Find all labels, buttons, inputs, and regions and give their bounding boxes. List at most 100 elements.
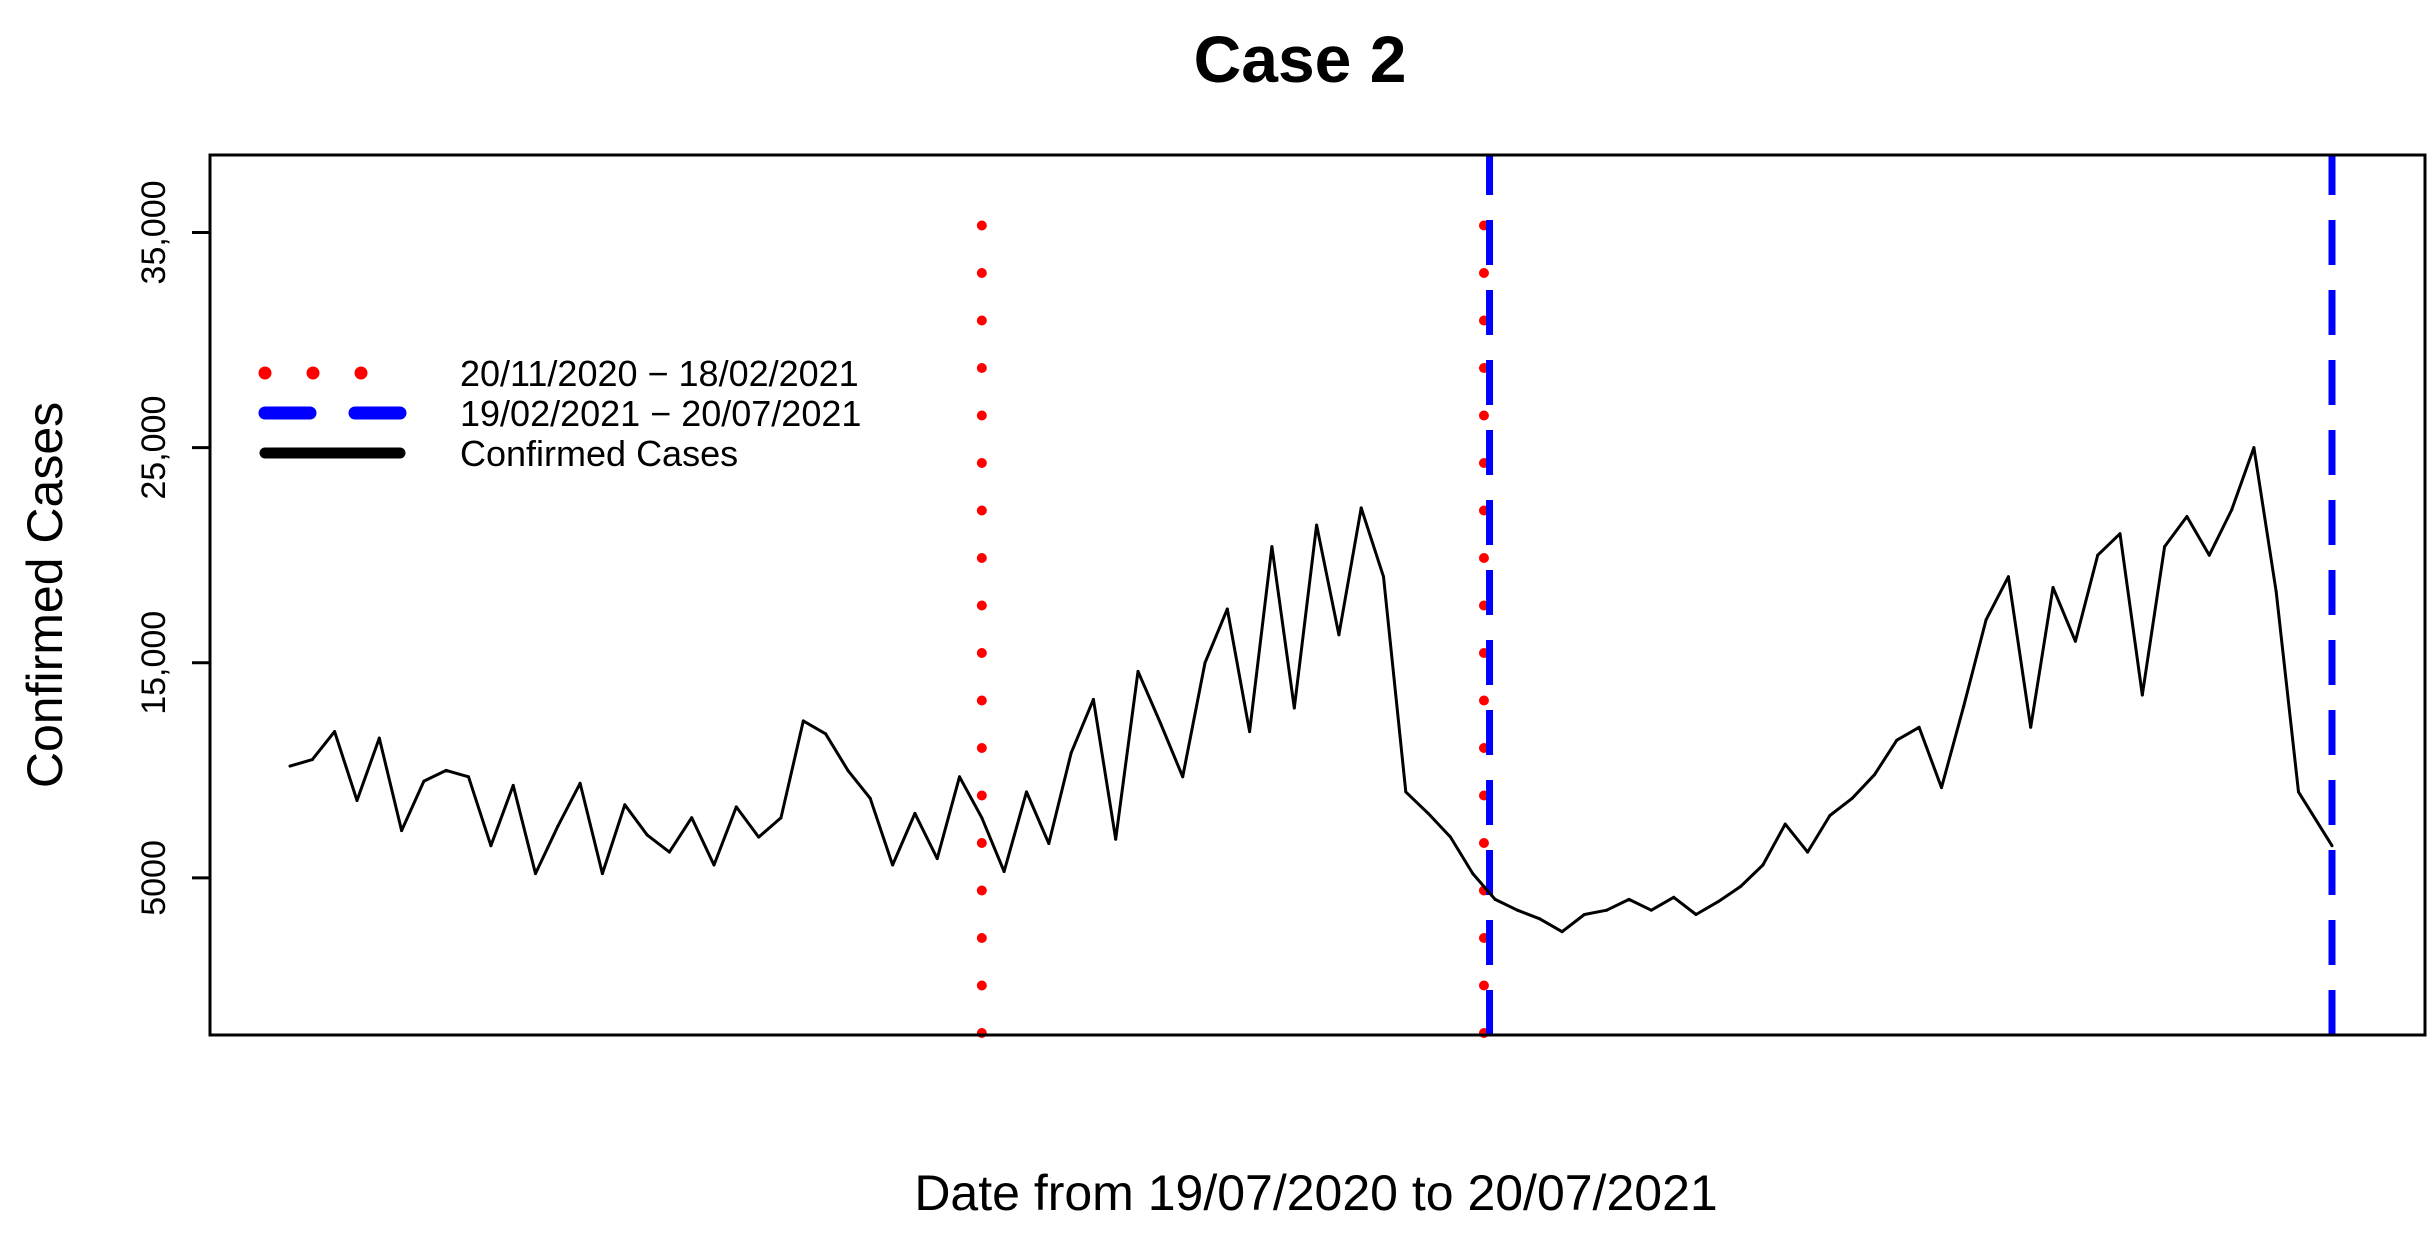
data-point — [1850, 796, 1854, 800]
data-point — [1136, 669, 1140, 673]
data-point — [2118, 532, 2122, 536]
data-point — [1248, 730, 1252, 734]
data-point — [2252, 446, 2256, 450]
plot-frame — [208, 153, 2427, 1037]
data-point — [1560, 930, 1564, 934]
legend-item-period-2: 19/02/2021 − 20/07/2021 — [258, 393, 861, 434]
data-point — [2185, 515, 2189, 518]
data-point — [2207, 553, 2211, 557]
data-point — [824, 732, 828, 736]
data-point — [1002, 870, 1006, 873]
data-point — [1404, 790, 1408, 794]
data-point — [779, 816, 783, 820]
legend-label-period-2: 19/02/2021 − 20/07/2021 — [460, 393, 861, 434]
data-point — [1493, 897, 1497, 901]
data-point — [489, 844, 493, 848]
data-point — [556, 824, 560, 828]
data-point — [2096, 553, 2100, 557]
legend-label-period-1: 20/11/2020 − 18/02/2021 — [460, 353, 859, 394]
data-point — [2073, 639, 2077, 643]
data-point — [1761, 863, 1765, 867]
data-point — [511, 783, 515, 787]
data-point — [422, 779, 426, 783]
data-point — [1582, 913, 1586, 916]
data-point — [2163, 545, 2167, 549]
data-point — [444, 768, 448, 772]
data-point — [1426, 811, 1430, 815]
data-point — [2006, 575, 2010, 579]
data-point — [623, 803, 627, 807]
data-point — [1940, 786, 1943, 790]
y-tick-label: 15,000 — [135, 611, 173, 715]
data-point — [1292, 706, 1296, 710]
data-point — [1962, 704, 1966, 708]
data-point — [400, 829, 404, 833]
data-point — [734, 805, 738, 809]
data-point — [1069, 751, 1073, 755]
data-point — [288, 764, 292, 768]
reference-lines — [976, 155, 2336, 1038]
data-point — [2297, 790, 2300, 794]
data-point — [2230, 508, 2234, 512]
data-point — [757, 835, 761, 839]
data-point — [600, 872, 604, 876]
data-point — [1538, 917, 1542, 921]
data-point — [667, 850, 671, 854]
data-point — [891, 863, 895, 867]
data-point — [1315, 523, 1319, 527]
data-point — [712, 863, 716, 867]
data-point — [1449, 835, 1452, 839]
data-point — [1917, 725, 1921, 729]
y-tick-label: 25,000 — [135, 396, 173, 500]
data-point — [1471, 872, 1475, 876]
data-point — [1203, 661, 1207, 665]
data-point — [1873, 773, 1876, 777]
data-point — [355, 799, 359, 802]
data-point — [1025, 790, 1028, 794]
legend: 20/11/2020 − 18/02/2021 19/02/2021 − 20/… — [258, 353, 861, 474]
data-point — [1270, 545, 1274, 549]
data-point — [1984, 618, 1988, 622]
data-point — [467, 775, 470, 779]
data-point — [2274, 590, 2278, 594]
data-point — [333, 730, 337, 734]
data-point — [1337, 633, 1341, 637]
x-axis-label: Date from 19/07/2020 to 20/07/2021 — [914, 1165, 1717, 1221]
data-point — [958, 775, 961, 779]
y-axis-label: Confirmed Cases — [17, 402, 73, 788]
data-point — [935, 857, 939, 861]
data-point — [1114, 837, 1118, 841]
series-line-confirmed-cases — [289, 446, 2334, 934]
data-point — [578, 781, 582, 785]
data-point — [1716, 900, 1720, 904]
data-point — [801, 719, 805, 723]
data-point — [868, 796, 872, 800]
data-point — [1627, 897, 1631, 901]
data-point — [1895, 738, 1899, 742]
data-point — [980, 816, 984, 820]
data-point — [1672, 895, 1676, 899]
data-point — [1091, 697, 1095, 701]
chart-title: Case 2 — [1194, 22, 1407, 96]
legend-item-confirmed-cases: Confirmed Cases — [259, 433, 738, 474]
data-point — [1783, 822, 1787, 826]
data-point — [1382, 575, 1385, 579]
data-point — [1515, 908, 1519, 912]
data-point — [1158, 721, 1162, 725]
data-point — [1806, 850, 1810, 854]
data-point — [1605, 908, 1609, 912]
data-point — [2029, 725, 2033, 729]
data-point — [846, 768, 850, 772]
data-point — [690, 816, 694, 820]
data-point — [534, 872, 537, 876]
data-point — [377, 736, 381, 740]
data-point — [1649, 908, 1653, 912]
data-point — [1739, 885, 1743, 888]
y-axis: 5000 15,000 25,000 35,000 — [135, 180, 210, 916]
legend-label-confirmed-cases: Confirmed Cases — [460, 433, 738, 474]
data-point — [1694, 913, 1698, 916]
data-point — [1828, 814, 1832, 817]
data-point — [645, 833, 649, 837]
y-tick-label: 5000 — [135, 840, 173, 916]
